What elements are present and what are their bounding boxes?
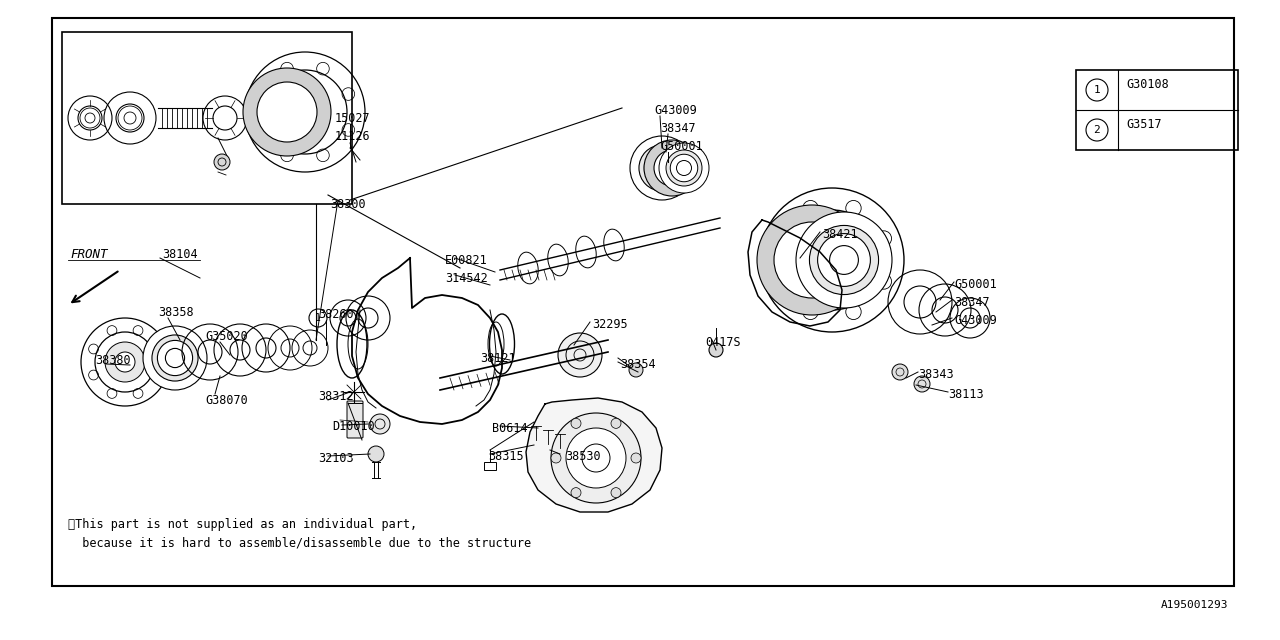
Bar bbox=[1076, 70, 1238, 150]
Text: because it is hard to assemble/disassemble due to the structure: because it is hard to assemble/disassemb… bbox=[68, 536, 531, 549]
Circle shape bbox=[659, 143, 709, 193]
Text: 38312: 38312 bbox=[317, 390, 353, 403]
Circle shape bbox=[809, 225, 878, 294]
Circle shape bbox=[105, 342, 145, 382]
Text: 1: 1 bbox=[1093, 85, 1101, 95]
Text: 11126: 11126 bbox=[335, 130, 371, 143]
Text: G3517: G3517 bbox=[1126, 118, 1162, 131]
Polygon shape bbox=[526, 398, 662, 512]
Text: 38300: 38300 bbox=[330, 198, 366, 211]
Text: 38104: 38104 bbox=[163, 248, 197, 261]
Text: E00821: E00821 bbox=[445, 254, 488, 267]
Circle shape bbox=[654, 150, 690, 186]
Circle shape bbox=[639, 145, 685, 191]
Text: 38358: 38358 bbox=[157, 306, 193, 319]
Circle shape bbox=[630, 136, 694, 200]
Circle shape bbox=[628, 363, 643, 377]
Text: 32103: 32103 bbox=[317, 452, 353, 465]
Circle shape bbox=[666, 150, 701, 186]
Circle shape bbox=[709, 343, 723, 357]
Circle shape bbox=[631, 453, 641, 463]
Circle shape bbox=[611, 488, 621, 498]
Text: 2: 2 bbox=[1093, 125, 1101, 135]
Circle shape bbox=[558, 333, 602, 377]
Circle shape bbox=[571, 488, 581, 498]
Text: 38343: 38343 bbox=[918, 368, 954, 381]
Bar bbox=[61, 32, 352, 204]
Circle shape bbox=[566, 428, 626, 488]
Text: A195001293: A195001293 bbox=[1161, 600, 1228, 610]
Text: 38347: 38347 bbox=[954, 296, 989, 309]
Bar bbox=[52, 18, 1234, 586]
Text: ※This part is not supplied as an individual part,: ※This part is not supplied as an individ… bbox=[68, 518, 417, 531]
Text: 38315: 38315 bbox=[488, 450, 524, 463]
Circle shape bbox=[644, 140, 700, 196]
Circle shape bbox=[369, 446, 384, 462]
Text: FRONT: FRONT bbox=[70, 248, 108, 261]
Text: 0417S: 0417S bbox=[705, 336, 741, 349]
Text: G35020: G35020 bbox=[205, 330, 248, 343]
Text: 38113: 38113 bbox=[948, 388, 983, 401]
Text: G43009: G43009 bbox=[954, 314, 997, 327]
Text: G50001: G50001 bbox=[954, 278, 997, 291]
Circle shape bbox=[115, 352, 134, 372]
Text: 38421: 38421 bbox=[822, 228, 858, 241]
Circle shape bbox=[796, 212, 892, 308]
Text: 314542: 314542 bbox=[445, 272, 488, 285]
Text: G38070: G38070 bbox=[205, 394, 248, 407]
Circle shape bbox=[550, 453, 561, 463]
Text: G50001: G50001 bbox=[660, 140, 703, 153]
Text: 38354: 38354 bbox=[620, 358, 655, 371]
Text: 38260: 38260 bbox=[317, 308, 353, 321]
Text: 38530: 38530 bbox=[564, 450, 600, 463]
Circle shape bbox=[892, 364, 908, 380]
Circle shape bbox=[214, 154, 230, 170]
Text: D10010: D10010 bbox=[332, 420, 375, 433]
Text: 15027: 15027 bbox=[335, 112, 371, 125]
Text: 38347: 38347 bbox=[660, 122, 695, 135]
Text: 1: 1 bbox=[315, 313, 321, 323]
Circle shape bbox=[243, 68, 332, 156]
Text: 38380: 38380 bbox=[95, 354, 131, 367]
Circle shape bbox=[671, 154, 698, 182]
Circle shape bbox=[257, 82, 317, 142]
FancyBboxPatch shape bbox=[347, 401, 364, 438]
Circle shape bbox=[571, 419, 581, 428]
Circle shape bbox=[644, 150, 680, 186]
Text: B0614: B0614 bbox=[492, 422, 527, 435]
Text: 38121: 38121 bbox=[480, 352, 516, 365]
Circle shape bbox=[774, 222, 850, 298]
Circle shape bbox=[611, 419, 621, 428]
Circle shape bbox=[550, 413, 641, 503]
Text: G43009: G43009 bbox=[654, 104, 696, 117]
Circle shape bbox=[914, 376, 931, 392]
Bar bbox=[484, 462, 497, 470]
Circle shape bbox=[157, 340, 192, 376]
Circle shape bbox=[818, 234, 870, 286]
Circle shape bbox=[370, 414, 390, 434]
Text: G30108: G30108 bbox=[1126, 79, 1169, 92]
Text: 32295: 32295 bbox=[591, 318, 627, 331]
Circle shape bbox=[756, 205, 867, 315]
Circle shape bbox=[143, 326, 207, 390]
Circle shape bbox=[152, 335, 198, 381]
